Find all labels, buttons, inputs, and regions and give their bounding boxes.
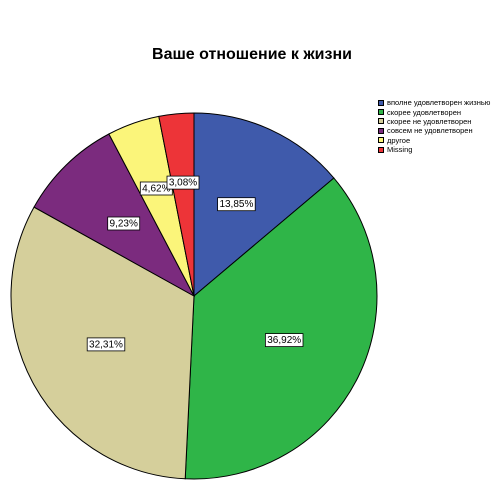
legend-item-1: вполне удовлетворен жизнью bbox=[378, 98, 490, 107]
chart-title: Ваше отношение к жизни bbox=[152, 46, 352, 63]
svg-text:3,08%: 3,08% bbox=[169, 178, 197, 189]
svg-text:13,85%: 13,85% bbox=[219, 199, 253, 210]
legend-swatch bbox=[378, 109, 384, 116]
legend-swatch bbox=[378, 118, 384, 125]
legend-item-2: скорее удовлетворен bbox=[378, 107, 490, 117]
legend-label: вполне удовлетворен жизнью bbox=[387, 98, 491, 108]
legend-label: Missing bbox=[387, 145, 413, 155]
legend-label: совсем не удовлетворен bbox=[387, 126, 473, 136]
svg-text:4,62%: 4,62% bbox=[142, 184, 170, 195]
data-label-1: 13,85% bbox=[217, 197, 256, 212]
legend-item-4: совсем не удовлетворен bbox=[378, 126, 490, 135]
svg-text:36,92%: 36,92% bbox=[267, 335, 301, 346]
data-label-6: 3,08% bbox=[166, 175, 200, 190]
pie-slice-1 bbox=[193, 112, 335, 298]
legend-swatch bbox=[378, 137, 384, 144]
data-label-3: 32,31% bbox=[86, 337, 126, 352]
legend-item-3: скорее не удовлетворен bbox=[378, 117, 490, 126]
legend-swatch bbox=[378, 99, 384, 106]
legend: вполне удовлетворен жизнью скорее удовлет… bbox=[378, 98, 490, 154]
legend-swatch bbox=[378, 127, 384, 134]
legend-label: скорее удовлетворен bbox=[387, 107, 462, 117]
svg-text:32,31%: 32,31% bbox=[89, 339, 123, 350]
legend-swatch bbox=[378, 146, 384, 153]
legend-item-5: другое bbox=[378, 136, 490, 145]
legend-label: скорее не удовлетворен bbox=[387, 116, 472, 126]
data-label-2: 36,92% bbox=[264, 333, 304, 348]
pie-slice-2 bbox=[184, 177, 378, 480]
legend-item-6: Missing bbox=[378, 145, 490, 154]
data-label-4: 9,23% bbox=[107, 216, 141, 231]
pie-slice-6 bbox=[158, 112, 195, 297]
legend-label: другое bbox=[387, 135, 411, 145]
pie-slice-4 bbox=[33, 133, 196, 298]
svg-text:9,23%: 9,23% bbox=[110, 219, 138, 230]
